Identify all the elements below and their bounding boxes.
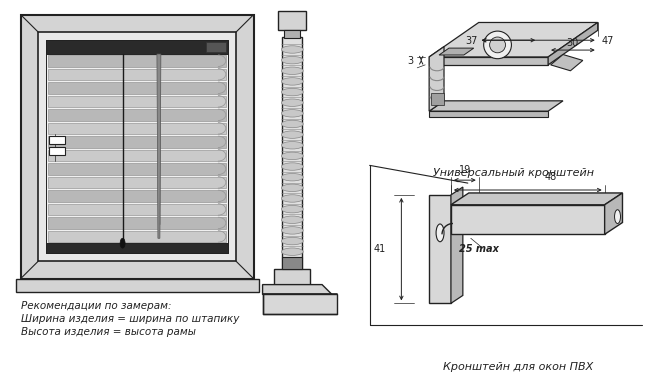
Text: Кронштейн для окон ПВХ: Кронштейн для окон ПВХ xyxy=(443,363,594,372)
Bar xyxy=(431,93,443,105)
Text: 37: 37 xyxy=(465,36,477,46)
Ellipse shape xyxy=(281,206,303,213)
Polygon shape xyxy=(429,22,598,57)
Bar xyxy=(429,195,451,303)
Ellipse shape xyxy=(281,152,303,160)
Ellipse shape xyxy=(615,210,621,223)
Polygon shape xyxy=(429,47,444,111)
Text: 25 max: 25 max xyxy=(459,244,499,254)
Bar xyxy=(49,109,226,120)
Bar xyxy=(47,40,228,54)
Text: 19: 19 xyxy=(459,165,471,175)
Bar xyxy=(49,190,226,202)
Bar xyxy=(49,231,226,242)
Text: Универсальный кронштейн: Универсальный кронштейн xyxy=(433,168,594,178)
Polygon shape xyxy=(548,22,598,65)
Polygon shape xyxy=(550,54,583,71)
Ellipse shape xyxy=(281,120,303,128)
Bar xyxy=(20,14,254,279)
Text: 47: 47 xyxy=(602,36,614,46)
Text: 48: 48 xyxy=(544,172,557,182)
Polygon shape xyxy=(605,193,623,234)
Polygon shape xyxy=(262,285,332,294)
Ellipse shape xyxy=(281,78,303,85)
Circle shape xyxy=(489,37,506,53)
Ellipse shape xyxy=(281,56,303,64)
Ellipse shape xyxy=(436,224,444,242)
Ellipse shape xyxy=(281,195,303,202)
Text: 3: 3 xyxy=(407,56,413,66)
Bar xyxy=(49,147,65,155)
Polygon shape xyxy=(429,101,563,111)
Polygon shape xyxy=(451,193,623,205)
Ellipse shape xyxy=(281,227,303,234)
Bar xyxy=(39,32,236,261)
Bar xyxy=(49,55,226,66)
Bar xyxy=(282,37,302,272)
Ellipse shape xyxy=(281,131,303,138)
Bar xyxy=(16,279,258,293)
Ellipse shape xyxy=(281,67,303,74)
Ellipse shape xyxy=(120,238,125,248)
Text: Ширина изделия = ширина по штапику: Ширина изделия = ширина по штапику xyxy=(20,314,239,324)
Bar xyxy=(47,243,228,253)
Bar xyxy=(274,269,310,285)
Bar xyxy=(49,163,226,175)
Text: Высота изделия = высота рамы: Высота изделия = высота рамы xyxy=(20,327,195,337)
Bar xyxy=(49,150,226,161)
Ellipse shape xyxy=(281,46,303,53)
Polygon shape xyxy=(429,57,548,65)
Bar xyxy=(49,204,226,215)
Bar xyxy=(49,136,226,147)
Polygon shape xyxy=(451,187,463,303)
Ellipse shape xyxy=(281,238,303,245)
Ellipse shape xyxy=(281,99,303,106)
Ellipse shape xyxy=(281,163,303,170)
Bar xyxy=(262,294,337,314)
Ellipse shape xyxy=(281,184,303,192)
Polygon shape xyxy=(439,48,474,55)
Ellipse shape xyxy=(281,141,303,149)
Text: Рекомендации по замерам:: Рекомендации по замерам: xyxy=(20,301,171,311)
Ellipse shape xyxy=(281,88,303,96)
Bar xyxy=(49,217,226,229)
Ellipse shape xyxy=(281,248,303,255)
Ellipse shape xyxy=(281,216,303,223)
Bar xyxy=(49,68,226,80)
Ellipse shape xyxy=(281,109,303,117)
Text: 30: 30 xyxy=(567,38,579,48)
Circle shape xyxy=(483,31,512,59)
Bar xyxy=(282,257,302,269)
Bar xyxy=(49,82,226,93)
Polygon shape xyxy=(429,111,548,117)
Ellipse shape xyxy=(281,173,303,181)
Bar xyxy=(49,136,65,144)
Bar xyxy=(278,11,306,30)
Bar xyxy=(49,95,226,107)
Bar xyxy=(206,42,226,52)
Polygon shape xyxy=(157,54,161,238)
Bar xyxy=(49,123,226,134)
Bar xyxy=(49,177,226,188)
Bar xyxy=(284,30,300,38)
Bar xyxy=(47,40,228,253)
Text: 41: 41 xyxy=(373,244,386,254)
Polygon shape xyxy=(451,205,605,234)
